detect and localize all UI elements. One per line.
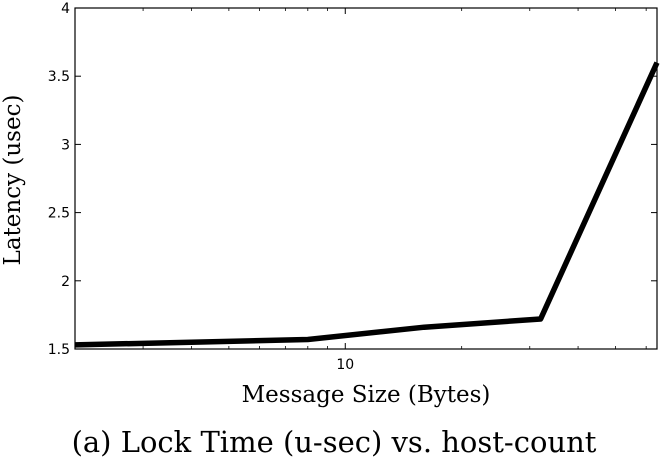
y-tick-label: 1.5 <box>48 342 70 358</box>
plot-area <box>74 7 658 350</box>
y-tick-label: 2 <box>61 274 70 290</box>
series-line-0 <box>74 61 660 348</box>
figure-caption: (a) Lock Time (u-sec) vs. host-count <box>72 425 597 459</box>
y-tick-label: 2.5 <box>48 206 70 222</box>
y-axis-title: Latency (usec) <box>0 95 26 266</box>
y-tick-label: 3 <box>61 137 70 153</box>
plot-frame <box>74 7 658 350</box>
x-tick-label: 10 <box>336 357 354 373</box>
y-tick-label: 4 <box>61 1 70 17</box>
axis-ticks: 1.5 2 2.5 3 3.5 4 10 <box>48 1 657 373</box>
y-tick-label: 3.5 <box>48 69 70 85</box>
x-axis-title: Message Size (Bytes) <box>242 382 491 408</box>
series-layer <box>74 61 660 348</box>
